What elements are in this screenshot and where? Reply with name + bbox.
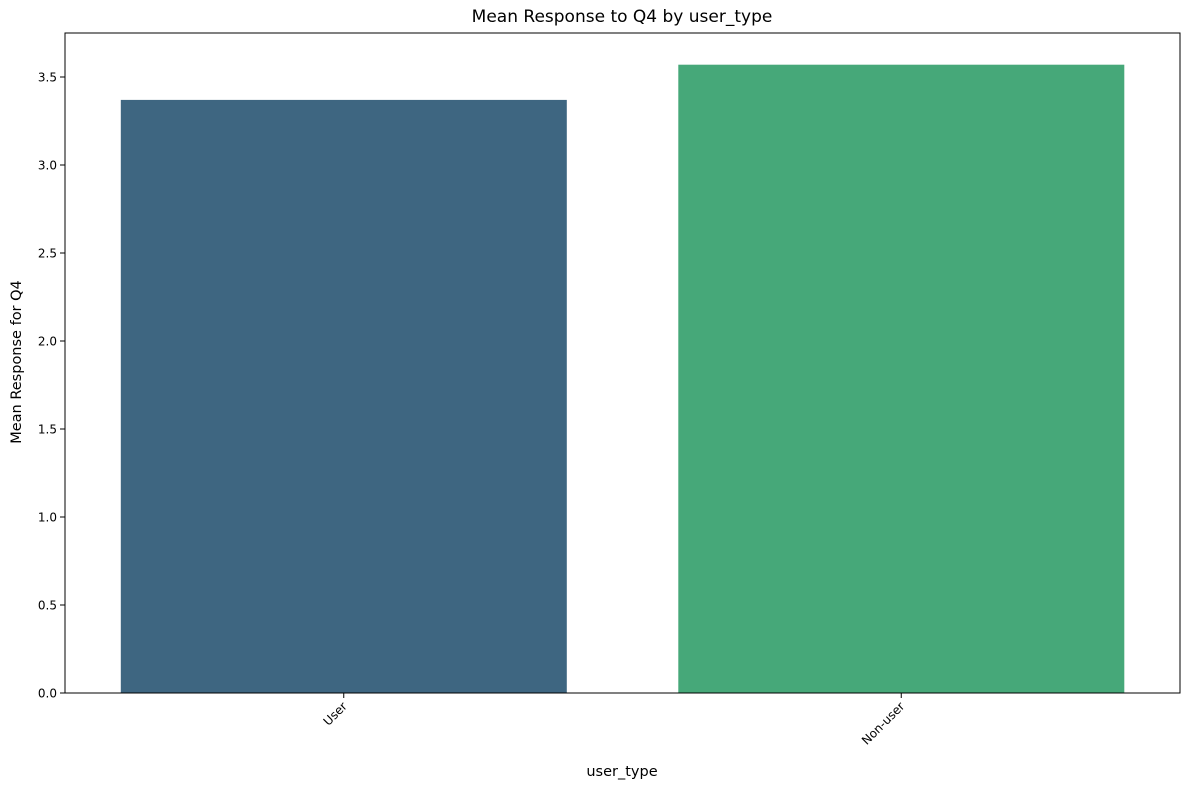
- y-tick-label: 0.5: [38, 599, 57, 613]
- x-tick-label: Non-user: [859, 699, 907, 747]
- y-tick-label: 2.5: [38, 247, 57, 261]
- plot-area: User Non-user 0.0 0.5 1.0 1.5 2.0 2.5 3.0 3.5: [38, 32, 1181, 748]
- y-tick-label: 3.0: [38, 159, 57, 173]
- x-axis-label: user_type: [586, 764, 657, 780]
- axes-frame: [64, 32, 1181, 694]
- chart-title: Mean Response to Q4 by user_type: [472, 7, 773, 27]
- y-tick-label: 1.0: [38, 511, 57, 525]
- y-axis-label: Mean Response for Q4: [9, 280, 25, 444]
- bar-user: [120, 99, 567, 693]
- bar-non-user: [678, 64, 1125, 693]
- y-tick-label: 3.5: [38, 71, 57, 85]
- y-tick-label: 2.0: [38, 335, 57, 349]
- y-tick-label: 0.0: [38, 687, 57, 701]
- y-tick-label: 1.5: [38, 423, 57, 437]
- x-tick-label: User: [321, 699, 350, 728]
